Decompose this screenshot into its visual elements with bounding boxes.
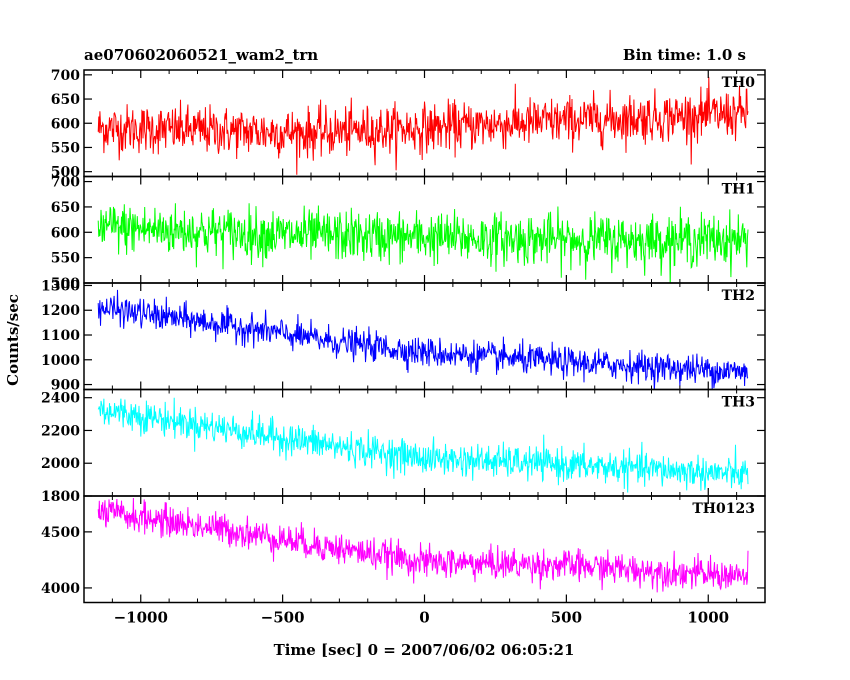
panel-th1: 500 550 600 650 700 TH1: [51, 175, 766, 292]
y-tick-label: 700: [51, 175, 80, 191]
x-tick-label: 500: [551, 609, 582, 627]
y-tick-label: 2200: [41, 423, 80, 439]
series-line-th0: [97, 76, 749, 175]
panel-th3: 1800 2000 2200 2400 TH3: [41, 388, 766, 505]
y-tick-label: 1200: [41, 303, 80, 319]
series-line-th1: [97, 203, 749, 283]
y-tick-label: 600: [51, 225, 80, 241]
y-tick-label: 900: [51, 378, 80, 394]
chart-title: ae070602060521_wam2_trn: [84, 46, 318, 64]
panel-name-label: TH0123: [692, 501, 755, 517]
panel-th0123: 4000 4500 TH0123: [41, 495, 766, 604]
y-tick-label: 2400: [41, 391, 80, 407]
y-tick-label: 550: [51, 251, 80, 267]
x-tick-label: −1000: [114, 609, 168, 627]
panel-th0: 500 550 600 650 700 TH0: [51, 68, 766, 181]
y-tick-label: 600: [51, 116, 80, 132]
y-tick-label: 500: [51, 165, 80, 181]
y-tick-label: 1800: [41, 489, 80, 505]
y-tick-label: 1300: [41, 278, 80, 294]
y-tick-label: 1100: [41, 328, 80, 344]
y-tick-label: 2000: [41, 456, 80, 472]
panel-name-label: TH3: [722, 395, 755, 411]
series-line-th2: [97, 289, 749, 390]
panel-th2: 900 1000 1100 1200 1300 TH2: [41, 278, 766, 394]
y-tick-label: 4500: [41, 525, 80, 541]
x-tick-label: −500: [261, 609, 305, 627]
x-tick-label: 0: [419, 609, 429, 627]
series-line-th0123: [97, 497, 749, 593]
panel-name-label: TH1: [722, 182, 755, 198]
panel-name-label: TH2: [722, 288, 755, 304]
x-axis-label: Time [sec] 0 = 2007/06/02 06:05:21: [274, 641, 575, 659]
y-tick-label: 650: [51, 92, 80, 108]
x-tick-label: 1000: [687, 609, 729, 627]
y-tick-label: 1000: [41, 353, 80, 369]
y-tick-label: 700: [51, 68, 80, 84]
y-tick-label: 4000: [41, 581, 80, 597]
y-tick-label: 550: [51, 140, 80, 156]
chart-subtitle: Bin time: 1.0 s: [623, 46, 746, 64]
y-axis-label: Counts/sec: [4, 294, 22, 386]
y-tick-label: 650: [51, 200, 80, 216]
panel-name-label: TH0: [722, 75, 756, 91]
panel-frame: [83, 175, 766, 284]
series-line-th3: [97, 397, 749, 493]
y-tick-label: 500: [51, 276, 80, 292]
